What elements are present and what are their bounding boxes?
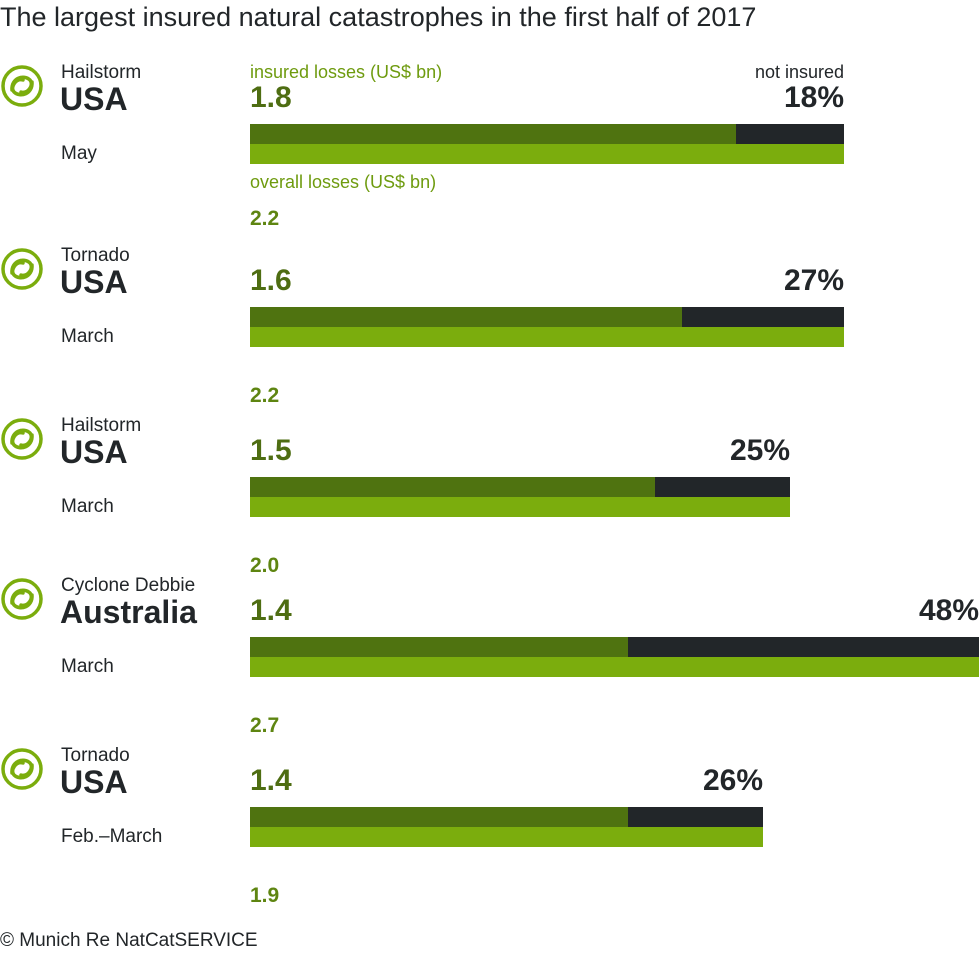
catastrophe-row: Tornado USA March 1.6 27% 2.2 bbox=[0, 245, 979, 415]
event-month: March bbox=[61, 656, 114, 677]
source-credit: © Munich Re NatCatSERVICE bbox=[0, 930, 258, 951]
insured-bar bbox=[250, 124, 736, 144]
not-insured-percent: 25% bbox=[729, 434, 790, 467]
overall-bar bbox=[250, 827, 763, 847]
natural-catastrophe-icon bbox=[0, 64, 44, 108]
event-type: Tornado bbox=[61, 745, 130, 766]
event-type: Hailstorm bbox=[61, 62, 142, 83]
event-type: Cyclone Debbie bbox=[61, 575, 196, 596]
insured-value-label: 1.6 bbox=[250, 264, 292, 297]
insured-bar bbox=[250, 307, 682, 327]
country-name: USA bbox=[60, 81, 128, 117]
country-name: USA bbox=[60, 764, 128, 800]
legend-insured-label: insured losses (US$ bn) bbox=[250, 62, 443, 82]
not-insured-bar bbox=[250, 807, 763, 827]
overall-value-label: 2.0 bbox=[250, 554, 280, 577]
insured-bar bbox=[250, 477, 655, 497]
insured-value-label: 1.4 bbox=[250, 594, 292, 627]
catastrophe-row: Cyclone Debbie Australia March 1.4 48% 2.7 bbox=[0, 575, 979, 745]
event-month: May bbox=[61, 143, 97, 164]
overall-value-label: 2.2 bbox=[250, 384, 280, 407]
catastrophe-row: Hailstorm USA March 1.5 25% 2.0 bbox=[0, 415, 979, 585]
legend-not-insured-label: not insured bbox=[754, 62, 844, 82]
natural-catastrophe-icon bbox=[0, 747, 44, 791]
event-month: March bbox=[61, 326, 114, 347]
natural-catastrophe-icon bbox=[0, 417, 44, 461]
event-type: Tornado bbox=[61, 245, 130, 266]
insured-bar bbox=[250, 637, 628, 657]
not-insured-bar bbox=[250, 477, 790, 497]
natural-catastrophe-icon bbox=[0, 247, 44, 291]
chart-title: The largest insured natural catastrophes… bbox=[0, 2, 757, 32]
not-insured-percent: 26% bbox=[702, 764, 763, 797]
overall-bar bbox=[250, 327, 844, 347]
event-month: March bbox=[61, 496, 114, 517]
not-insured-percent: 48% bbox=[918, 594, 979, 627]
not-insured-bar bbox=[250, 637, 979, 657]
legend-overall-label: overall losses (US$ bn) bbox=[250, 172, 437, 192]
country-name: USA bbox=[60, 434, 128, 470]
overall-value-label: 2.7 bbox=[250, 714, 280, 737]
overall-bar bbox=[250, 497, 790, 517]
country-name: Australia bbox=[60, 594, 197, 630]
natural-catastrophe-icon bbox=[0, 577, 44, 621]
insured-value-label: 1.5 bbox=[250, 434, 292, 467]
catastrophe-row: Hailstorm USA May insured losses (US$ bn) no… bbox=[0, 62, 979, 232]
not-insured-percent: 27% bbox=[783, 264, 844, 297]
not-insured-bar bbox=[250, 307, 844, 327]
overall-bar bbox=[250, 144, 844, 164]
not-insured-percent: 18% bbox=[783, 81, 844, 114]
country-name: USA bbox=[60, 264, 128, 300]
overall-value-label: 2.2 bbox=[250, 207, 280, 230]
insured-bar bbox=[250, 807, 628, 827]
catastrophe-row: Tornado USA Feb.–March 1.4 26% 1.9 bbox=[0, 745, 979, 915]
event-type: Hailstorm bbox=[61, 415, 142, 436]
event-month: Feb.–March bbox=[61, 826, 163, 847]
insured-value-label: 1.8 bbox=[250, 81, 292, 114]
insured-value-label: 1.4 bbox=[250, 764, 292, 797]
overall-value-label: 1.9 bbox=[250, 884, 280, 907]
overall-bar bbox=[250, 657, 979, 677]
not-insured-bar bbox=[250, 124, 844, 144]
